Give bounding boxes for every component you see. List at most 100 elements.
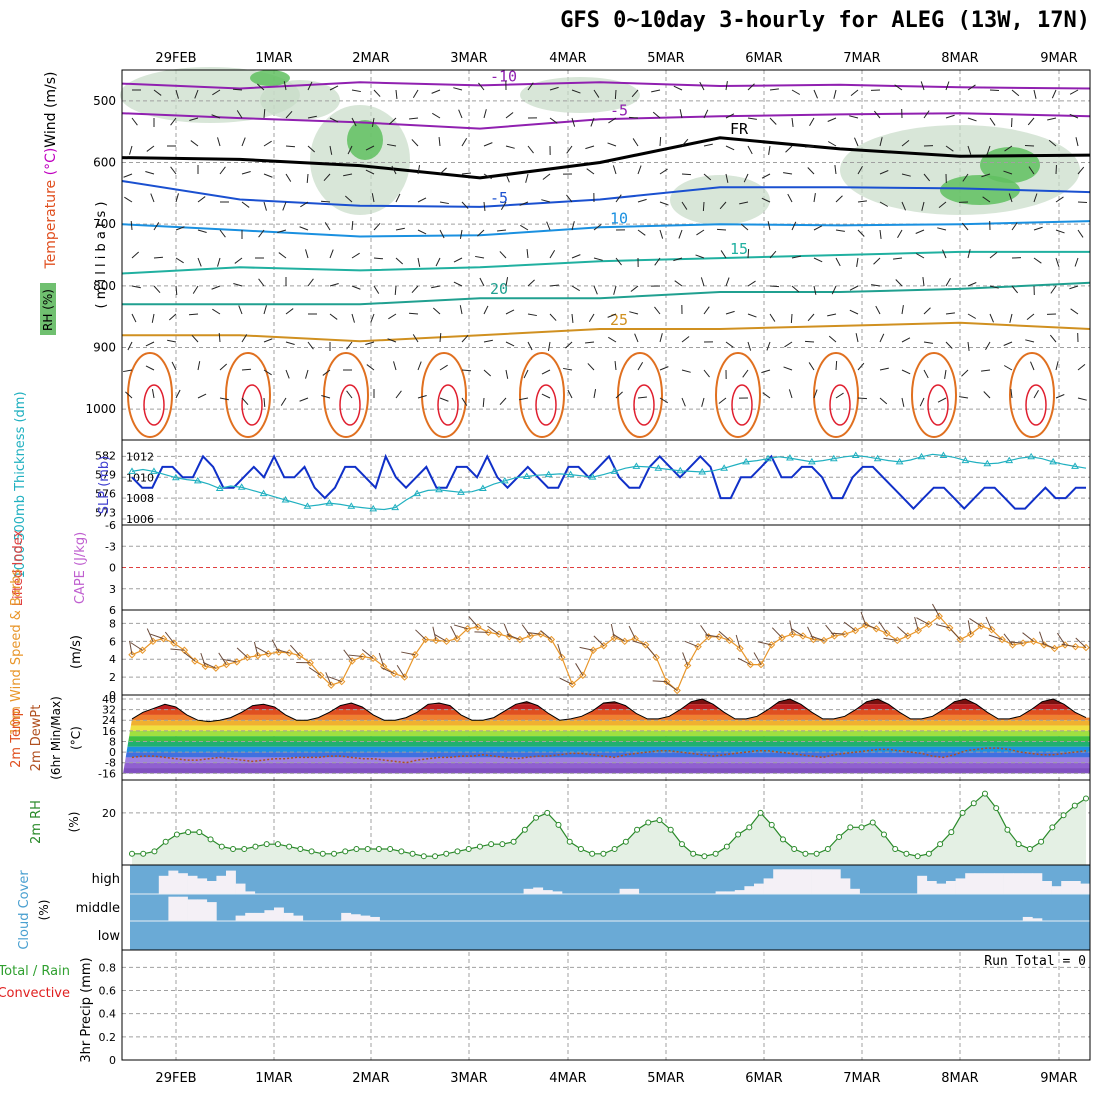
rh-point (465, 845, 472, 852)
temp-contour-label: 15 (730, 240, 748, 258)
wind-barb (761, 173, 771, 179)
page-title: GFS 0~10day 3-hourly for ALEG (13W, 17N) (560, 8, 1090, 33)
rh-point (566, 838, 573, 845)
wind-barb (593, 389, 597, 399)
cloud-bar (792, 869, 803, 894)
wind-barb (391, 165, 397, 175)
wind-barb (1075, 637, 1087, 648)
wind-barb (461, 397, 468, 406)
wind-barb (373, 222, 381, 231)
cloud-bar (187, 875, 198, 894)
temp-band (122, 709, 1090, 715)
wind-barb (1033, 226, 1043, 231)
precip-tick-label: 0 (109, 1054, 116, 1067)
cloud-bar (821, 869, 832, 894)
wind-barb (981, 369, 991, 372)
wind-speed-point (379, 662, 388, 671)
wind-barb (307, 278, 314, 287)
rh-point (981, 790, 988, 797)
wind-barb (901, 305, 904, 315)
wind-barb (411, 285, 419, 294)
wind-speed-point (547, 635, 556, 644)
wind-barb (986, 145, 991, 155)
wind-barb (950, 628, 961, 640)
cloud-bar (274, 907, 284, 921)
thickness-point (720, 464, 729, 471)
wind-barb (280, 397, 287, 406)
wind-barb (305, 369, 309, 379)
wind-barb (651, 89, 661, 93)
panel-frame (121, 439, 1091, 526)
wind-barb (871, 284, 881, 287)
cloud-bar (552, 891, 563, 894)
cloud-bar (994, 873, 1004, 894)
precip-tick-label: 0.2 (99, 1031, 117, 1044)
cape-tick-label: -3 (105, 540, 116, 553)
cloud-bar (178, 896, 188, 921)
wind-barb (637, 165, 642, 175)
thickness-point (413, 489, 421, 497)
rh-point (454, 848, 461, 855)
cloud-bar (206, 881, 217, 894)
wind-barb (150, 193, 155, 203)
rh-point (667, 826, 674, 833)
temp-contour (122, 321, 1091, 343)
wind-barb (901, 139, 910, 147)
rh-point (858, 824, 865, 831)
wind-barb (285, 110, 293, 119)
wind-barb (131, 285, 141, 289)
wind-barb (461, 172, 472, 175)
wind-barb (499, 397, 507, 406)
wind-barb (218, 652, 227, 665)
wind-barb (849, 309, 859, 315)
wind-barb (170, 117, 177, 126)
wind-speed-point (893, 636, 902, 645)
date-label-top: 6MAR (745, 51, 782, 66)
wind-barb (921, 201, 925, 211)
wind-barb (923, 341, 933, 344)
wind-barb (361, 649, 374, 659)
cloud-bar (1022, 873, 1033, 894)
wind-barb (901, 369, 911, 375)
wind-barb (278, 252, 287, 259)
wind-barb (740, 223, 749, 231)
wind-barb (542, 173, 551, 180)
cloud-bar (1003, 873, 1014, 894)
wind-barb (145, 171, 155, 175)
wind-barb (659, 229, 664, 239)
date-label-bottom: 2MAR (352, 1071, 389, 1086)
wind-barb (541, 393, 551, 399)
cloud-bar (1013, 873, 1024, 894)
wind-barb (681, 201, 688, 210)
wind-speed-point (233, 658, 241, 666)
wind-barb (879, 397, 888, 405)
rh-point (196, 829, 203, 836)
wind-barb (615, 257, 622, 266)
wind-barb (679, 109, 683, 119)
wind-barb (593, 257, 603, 261)
temp-tick-label: 16 (102, 725, 116, 738)
wind-speed-point (327, 681, 335, 689)
wind-barb (659, 333, 663, 343)
wind-barb (234, 257, 243, 264)
date-label-top: 1MAR (255, 51, 292, 66)
cloud-bar (946, 881, 956, 894)
wind-barb (263, 338, 273, 343)
wind-speed-point (662, 677, 671, 686)
wind-barb (856, 257, 859, 267)
thickness-point (698, 468, 707, 475)
date-label-bottom: 3MAR (450, 1071, 487, 1086)
wind-barb (130, 220, 133, 231)
wind-barb (681, 336, 690, 343)
wind-barb (432, 626, 437, 641)
wind-barb (282, 201, 287, 211)
cape-tick-label: 3 (109, 583, 116, 596)
wind-speed-point (484, 628, 493, 637)
wind-barb (1041, 642, 1055, 649)
cloud-unit: (%) (37, 900, 51, 921)
wind-barb (901, 337, 911, 343)
wind-barb (129, 640, 133, 655)
cape-tick-label: -6 (105, 519, 116, 532)
thickness-point (654, 464, 663, 471)
wind-barb (895, 279, 903, 287)
